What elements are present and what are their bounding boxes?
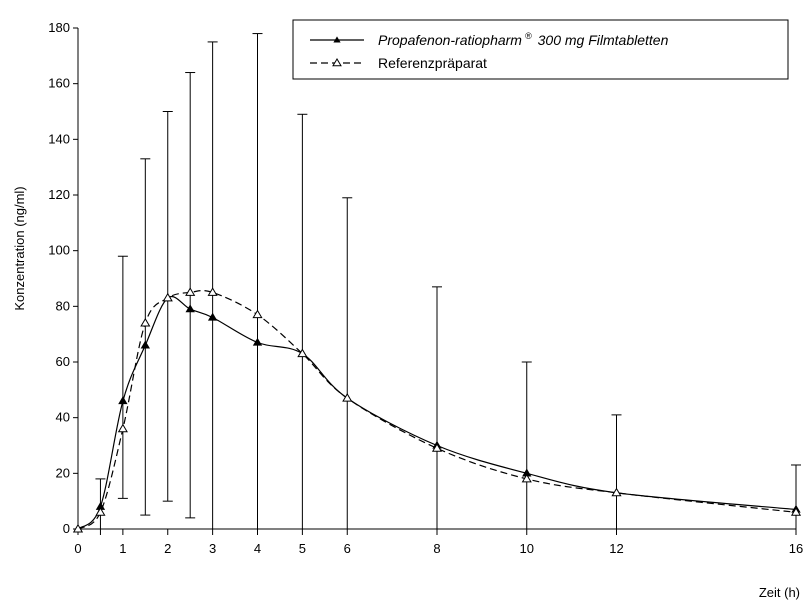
x-tick-label: 8	[433, 541, 440, 556]
legend-label-superscript: ®	[525, 31, 532, 41]
data-point	[790, 507, 802, 516]
data-point	[297, 348, 308, 358]
y-tick-label: 60	[56, 354, 70, 369]
legend: Propafenon-ratiopharm ® 300 mg Filmtablett…	[292, 19, 789, 80]
x-tick-label: 4	[254, 541, 261, 556]
legend-label-referenz: Referenzpräparat	[378, 55, 487, 71]
data-point	[431, 443, 443, 452]
data-point	[95, 507, 106, 516]
y-axis-title: Konzentration (ng/ml)	[12, 186, 27, 310]
data-point	[611, 487, 622, 497]
legend-label-propafenon: Propafenon-ratiopharm ® 300 mg Filmtablett…	[378, 31, 669, 48]
y-tick-label: 120	[48, 187, 70, 202]
y-tick-label: 160	[48, 76, 70, 91]
data-point	[185, 304, 195, 313]
x-axis-title: Zeit (h)	[759, 585, 800, 600]
data-point	[252, 309, 263, 319]
data-point	[162, 292, 173, 302]
data-point	[342, 392, 353, 402]
data-point	[252, 337, 263, 346]
x-tick-label: 16	[789, 541, 803, 556]
y-tick-label: 20	[56, 465, 70, 480]
y-tick-label: 0	[63, 521, 70, 536]
data-point	[207, 287, 218, 296]
x-tick-label: 6	[344, 541, 351, 556]
y-tick-label: 180	[48, 20, 70, 35]
series-referenz	[72, 287, 802, 533]
x-tick-label: 2	[164, 541, 171, 556]
x-tick-label: 3	[209, 541, 216, 556]
error-bars	[95, 33, 801, 529]
data-point	[72, 523, 84, 533]
y-tick-label: 140	[48, 131, 70, 146]
y-tick-label: 80	[56, 298, 70, 313]
x-tick-label: 1	[119, 541, 126, 556]
data-point	[207, 312, 218, 321]
data-point	[140, 317, 151, 327]
series-layer	[72, 287, 802, 533]
legend-label-suffix: 300 mg Filmtabletten	[538, 32, 669, 48]
x-tick-label: 5	[299, 541, 306, 556]
x-tick-label: 0	[74, 541, 81, 556]
x-tick-label: 12	[609, 541, 623, 556]
data-point	[117, 423, 128, 433]
legend-marker-propafenon	[333, 36, 341, 43]
data-point	[118, 396, 128, 405]
legend-box	[292, 19, 789, 80]
y-tick-label: 100	[48, 243, 70, 258]
data-point	[185, 287, 196, 296]
legend-marker-referenz	[332, 58, 342, 67]
y-tick-label: 40	[56, 410, 70, 425]
data-point	[140, 340, 150, 349]
x-tick-label: 10	[520, 541, 534, 556]
data-point	[521, 473, 532, 483]
legend-label-name: Propafenon-ratiopharm	[378, 32, 522, 48]
